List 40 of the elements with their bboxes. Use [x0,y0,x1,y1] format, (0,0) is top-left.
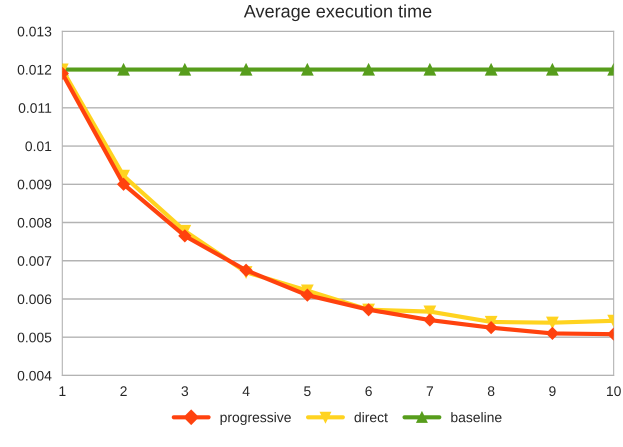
point [240,63,252,76]
point [485,63,498,76]
point [546,327,559,340]
point [362,63,375,76]
chart-title: Average execution time [244,4,432,22]
y-tick-label: 0.005 [18,332,52,342]
y-tick-label: 0.008 [18,218,52,228]
point [484,321,498,334]
x-tick-label: 6 [365,386,372,396]
point [424,63,436,76]
point [301,63,314,76]
point [546,63,558,76]
y-tick-label: 0.009 [18,180,52,190]
x-tick-label: 10 [606,386,621,396]
legend-label: progressive [220,412,291,426]
y-tick-label: 0.01 [25,141,52,152]
x-tick-label: 7 [426,386,434,396]
point [117,178,130,191]
point [300,288,314,302]
point [546,316,558,329]
point [178,229,192,242]
y-tick-label: 0.007 [18,256,52,266]
y-tick-label: 0.006 [18,294,52,304]
x-tick-label: 9 [549,386,556,396]
point [240,264,252,277]
point [178,63,191,76]
legend-label: baseline [451,412,502,422]
y-tick-label: 0.011 [18,103,52,113]
x-tick-label: 1 [59,386,66,396]
x-tick-label: 4 [242,386,250,396]
y-tick-label: 0.013 [18,26,52,36]
x-tick-label: 8 [488,386,494,396]
point [117,63,130,76]
legend-label: direct [354,412,388,422]
y-tick-label: 0.012 [18,64,52,75]
x-tick-label: 5 [304,386,311,396]
point [423,314,436,326]
x-tick-label: 2 [120,386,127,396]
y-tick-label: 0.004 [18,370,52,381]
x-tick-label: 3 [181,386,188,396]
